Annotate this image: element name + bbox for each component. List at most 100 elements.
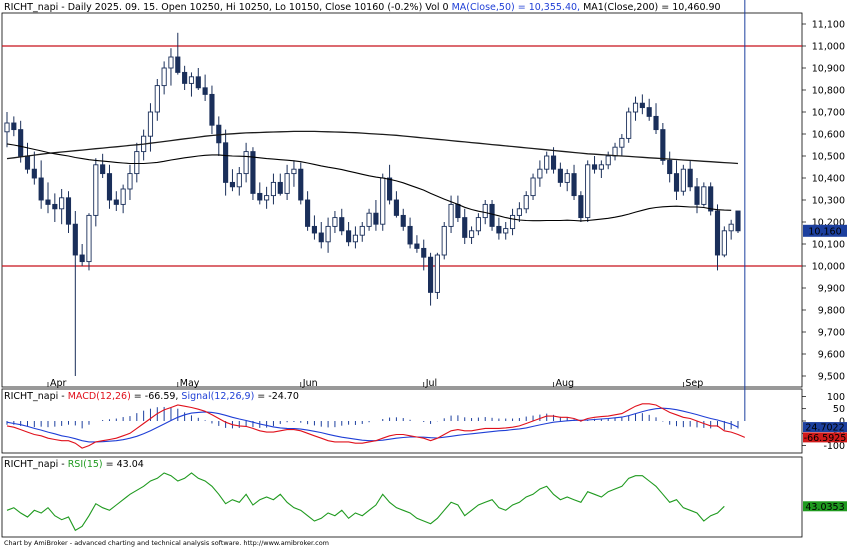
candle-body: [414, 243, 420, 249]
candle-body: [721, 230, 727, 256]
candle-body: [24, 155, 31, 170]
candle-body: [605, 155, 611, 166]
ma50-line: [6, 143, 732, 222]
price-tick-label: 10,500: [812, 152, 845, 163]
candle-body: [147, 111, 154, 137]
candle-body: [106, 173, 113, 201]
candle-body: [18, 129, 24, 157]
macd-tick-label: 50: [833, 404, 845, 415]
footer-credit: Chart by AmiBroker - advanced charting a…: [4, 539, 329, 547]
candle-body: [175, 56, 181, 73]
date-tick-label: Sep: [685, 378, 703, 389]
candle-body: [694, 186, 700, 205]
rsi-legend: RSI(15): [68, 459, 103, 470]
candle-body: [428, 256, 434, 293]
ma50-legend: MA(Close,50) = 10,355.40,: [452, 2, 580, 13]
macd-legend-value: = -66.59,: [134, 391, 179, 402]
candle-body: [523, 195, 529, 210]
candle-body: [503, 228, 509, 234]
candle-body: [701, 186, 707, 205]
candle-body: [318, 232, 324, 243]
candle-body: [400, 214, 406, 227]
candle-body: [680, 168, 686, 192]
candle-body: [516, 208, 522, 216]
rsi-value-tag: 43.0353: [803, 501, 847, 513]
candle-body: [687, 168, 693, 188]
candle-body: [250, 151, 256, 194]
candle-body: [626, 111, 632, 139]
signal-legend-value: = -24.70: [257, 391, 299, 402]
candle-body: [4, 122, 10, 133]
candle-body: [284, 173, 290, 194]
price-tick-label: 9,500: [818, 372, 845, 383]
macd-value-tags: 24.7022 -66.5925: [803, 422, 847, 444]
candle-body: [270, 181, 277, 197]
price-tick-label: 10,200: [812, 218, 845, 229]
candle-body: [571, 173, 577, 197]
price-tick-label: 9,700: [818, 328, 845, 339]
price-tick-label: 11,100: [812, 20, 845, 31]
candle-body: [277, 181, 283, 194]
price-frame: [1, 12, 803, 388]
candle-body: [598, 164, 604, 170]
candle-body: [564, 173, 570, 183]
candle-body: [216, 124, 222, 144]
horizontal-levels: [2, 45, 802, 267]
candle-body: [448, 203, 454, 227]
candle-body: [434, 254, 440, 293]
candle-body: [708, 186, 714, 212]
rsi-value-tag-text: 43.0353: [805, 502, 844, 513]
price-tick-label: 11,000: [812, 42, 845, 53]
candle-body: [496, 225, 502, 234]
candle-body: [537, 168, 543, 179]
price-tick-label: 10,000: [812, 262, 845, 273]
candle-body: [188, 76, 195, 84]
price-pane: 11,100 11,000 10,900 10,800 10,700 10,600 10,5…: [1, 2, 847, 389]
candle-body: [550, 155, 557, 170]
rsi-line: [6, 472, 725, 532]
macd-title: RICHT_napi - MACD(12,26) = -66.59, Signal(1…: [4, 391, 299, 402]
rsi-value-tag-box: [803, 501, 847, 512]
candle-body: [441, 225, 447, 256]
candle-body: [223, 142, 229, 183]
candle-body: [332, 217, 338, 227]
candle-body: [229, 181, 236, 188]
candle-body: [31, 168, 37, 179]
candle-body: [557, 168, 563, 183]
candle-body: [243, 151, 249, 175]
candle-body: [352, 234, 358, 243]
macd-value-tag-box: [803, 432, 847, 443]
price-tick-label: 10,400: [812, 174, 845, 185]
price-tick-label: 10,300: [812, 196, 845, 207]
date-tick-label: Jul: [425, 378, 437, 389]
candle-body: [52, 203, 58, 210]
candle-body: [45, 199, 51, 205]
macd-histogram: [6, 0, 746, 430]
candle-body: [100, 164, 106, 175]
candle-body: [11, 122, 17, 131]
rsi-legend-value: = 43.04: [106, 459, 144, 470]
price-tick-label: 10,100: [812, 240, 845, 251]
candle-body: [305, 199, 311, 227]
candle-body: [291, 168, 297, 175]
candle-body: [462, 217, 468, 238]
candle-body: [161, 67, 167, 87]
macd-line: [6, 403, 746, 449]
candle-body: [120, 188, 126, 205]
macd-tick-label: -100: [823, 441, 845, 452]
candle-body: [639, 102, 645, 109]
candle-body: [509, 214, 516, 230]
candle-body: [38, 177, 44, 201]
macd-legend: MACD(12,26): [68, 391, 131, 402]
candle-body: [475, 217, 481, 232]
candle-body: [359, 225, 365, 236]
candle-body: [298, 168, 304, 201]
date-tick-label: May: [180, 378, 200, 389]
candle-body: [202, 87, 208, 95]
candle-body: [728, 223, 734, 232]
candles-group: [4, 32, 741, 376]
candle-body: [667, 159, 673, 175]
candle-body: [325, 225, 331, 243]
candle-body: [632, 102, 639, 113]
